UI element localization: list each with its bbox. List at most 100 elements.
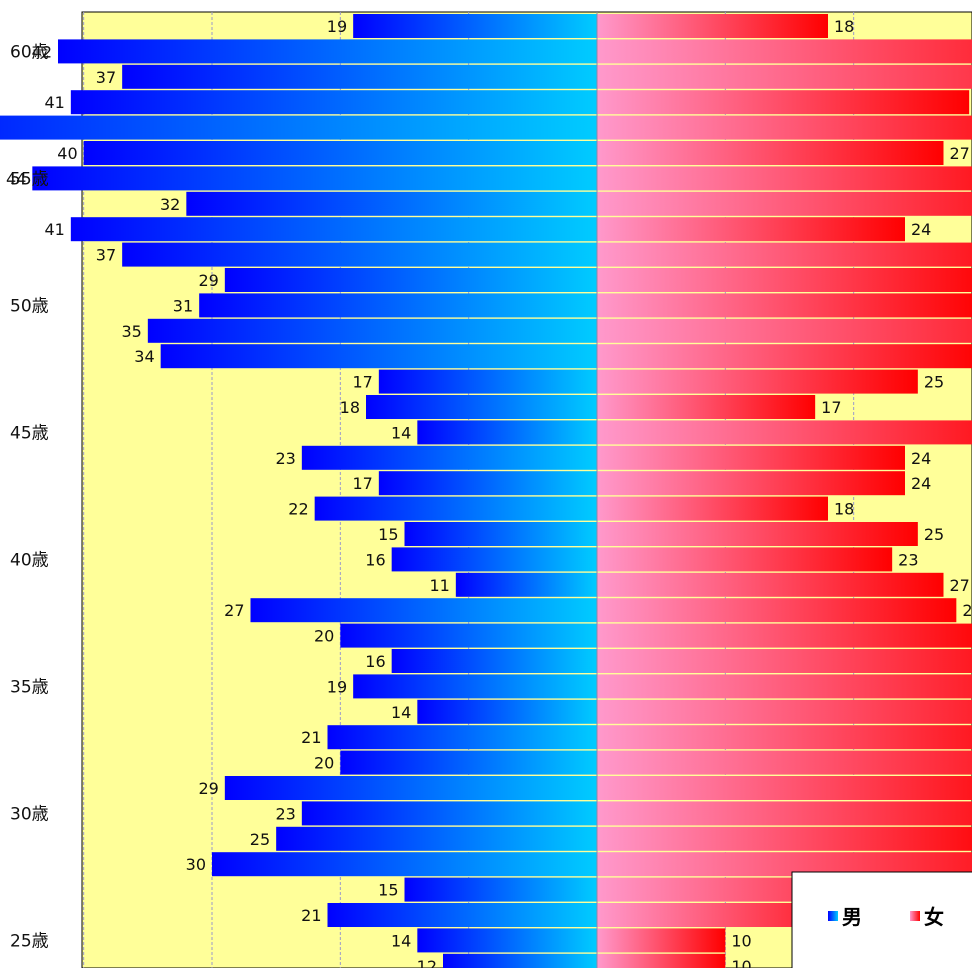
bar-male: [353, 674, 597, 699]
bar-male: [314, 496, 597, 521]
data-label-male: 31: [173, 296, 193, 315]
data-label-female: 27: [950, 144, 970, 163]
bar-female: [597, 268, 972, 292]
bar-male: [276, 826, 597, 851]
data-label-male: 19: [327, 677, 347, 696]
bar-female: [597, 674, 972, 699]
bar-female: [597, 623, 972, 648]
bar-male: [417, 699, 597, 724]
bar-female: [597, 39, 972, 64]
bar-male: [391, 649, 597, 673]
legend-label-female: 女: [924, 905, 944, 929]
data-label-male: 37: [96, 68, 116, 87]
data-label-male: 16: [365, 550, 385, 569]
bar-female: [597, 344, 972, 369]
data-label-male: 16: [365, 652, 385, 671]
bar-female: [597, 826, 972, 851]
y-tick-label: 50歳: [10, 296, 49, 316]
data-label-male: 32: [160, 195, 180, 214]
data-label-male: 21: [301, 906, 321, 925]
data-label-male: 14: [391, 703, 411, 722]
data-label-male: 25: [250, 830, 270, 849]
data-label-male: 14: [391, 931, 411, 950]
bar-male: [301, 801, 597, 826]
bar-female: [597, 953, 726, 968]
bar-female: [597, 115, 972, 140]
data-label-male: 20: [314, 627, 334, 646]
data-label-female: 18: [834, 17, 854, 36]
data-label-male: 14: [391, 423, 411, 442]
legend-swatch-male: [828, 911, 838, 921]
legend-box: [791, 871, 972, 968]
bar-female: [597, 395, 816, 419]
data-label-male: 18: [340, 398, 360, 417]
bar-male: [455, 572, 597, 597]
data-label-male: 15: [378, 525, 398, 544]
data-label-male: 30: [186, 855, 206, 874]
data-label-male: 27: [224, 601, 244, 620]
data-label-female: 24: [911, 449, 931, 468]
data-label-female: 28: [962, 601, 972, 620]
data-label-female: 25: [924, 373, 944, 392]
data-label-male: 20: [314, 754, 334, 773]
y-tick-label: 55歳: [10, 169, 49, 189]
bar-female: [597, 166, 972, 191]
bar-female: [597, 699, 972, 724]
bar-male: [58, 39, 597, 64]
data-label-female: 23: [898, 550, 918, 569]
data-label-female: 24: [911, 474, 931, 493]
bar-male: [122, 242, 598, 267]
data-label-male: 37: [96, 246, 116, 265]
data-label-female: 18: [834, 500, 854, 519]
bar-male: [378, 471, 597, 496]
data-label-male: 23: [275, 449, 295, 468]
data-labels: 1918424137464129583640274435323741243735…: [6, 17, 972, 968]
bars: [0, 14, 972, 968]
data-label-male: 21: [301, 728, 321, 747]
data-label-female: 24: [911, 220, 931, 239]
data-label-male: 19: [327, 17, 347, 36]
bar-male: [327, 903, 597, 927]
bar-female: [597, 369, 918, 394]
bar-female: [597, 90, 970, 115]
data-label-male: 23: [275, 804, 295, 823]
bar-male: [32, 166, 598, 191]
data-label-male: 15: [378, 881, 398, 900]
bar-male: [0, 115, 597, 140]
bar-male: [250, 598, 597, 623]
data-label-male: 11: [429, 576, 449, 595]
bar-female: [597, 649, 972, 673]
bar-female: [597, 318, 972, 343]
bar-male: [404, 522, 597, 546]
bar-female: [597, 242, 972, 267]
data-label-female: 25: [924, 525, 944, 544]
data-label-male: 41: [44, 93, 64, 112]
bar-female: [597, 801, 972, 826]
bar-female: [597, 522, 918, 546]
data-label-female: 27: [950, 576, 970, 595]
bar-female: [597, 725, 972, 750]
data-label-female: 10: [731, 931, 751, 950]
data-label-male: 44: [6, 169, 26, 188]
y-tick-label: 35歳: [10, 677, 49, 697]
bar-male: [301, 445, 597, 470]
bar-male: [70, 217, 598, 242]
bar-male: [340, 623, 597, 648]
legend: 男 女: [791, 871, 972, 968]
bar-female: [597, 750, 972, 775]
data-label-male: 17: [352, 373, 372, 392]
bar-male: [353, 14, 597, 38]
y-tick-label: 45歳: [10, 423, 49, 443]
data-label-female: 17: [821, 398, 841, 417]
data-label-male: 34: [134, 347, 154, 366]
data-label-male: 12: [417, 957, 437, 968]
bar-male: [147, 318, 598, 343]
bar-male: [224, 776, 598, 800]
bar-male: [417, 928, 597, 953]
legend-swatch-female: [910, 911, 920, 921]
bar-male: [404, 877, 597, 902]
data-label-male: 41: [44, 220, 64, 239]
bar-male: [70, 90, 598, 115]
bar-male: [186, 191, 598, 216]
data-label-male: 29: [198, 779, 218, 798]
